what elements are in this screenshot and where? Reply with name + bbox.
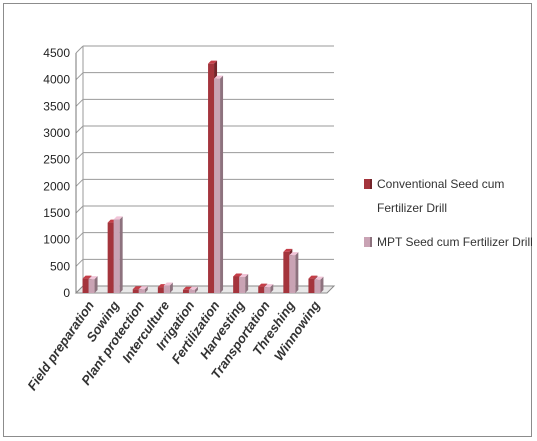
y-tick-label: 500: [50, 259, 70, 273]
legend-swatch: [364, 237, 370, 247]
y-tick-label: 1000: [43, 233, 70, 247]
legend-swatch-side: [370, 237, 372, 247]
bar-front: [289, 255, 296, 293]
bar-top: [233, 273, 243, 277]
bar-top: [258, 283, 268, 287]
bar-layer: [82, 60, 324, 293]
gridline-depth: [75, 178, 84, 187]
gridline-depth: [75, 205, 84, 214]
bar-top: [163, 282, 173, 286]
bar-front: [264, 287, 271, 293]
bar-top: [88, 276, 98, 280]
bar-side: [169, 282, 173, 293]
gridline-depth: [75, 72, 84, 81]
legend-swatch-side: [370, 179, 372, 189]
bar-side: [119, 216, 123, 293]
bar: [289, 252, 299, 293]
bar-front: [214, 78, 221, 293]
gridline-depth: [75, 258, 84, 267]
bar-top: [289, 252, 299, 256]
legend-swatch: [364, 179, 370, 189]
legend-label: Fertilizer Drill: [377, 201, 447, 215]
legend-label: MPT Seed cum Fertilizer Drill: [377, 235, 533, 249]
bar-front: [314, 279, 321, 293]
bar-top: [214, 75, 224, 79]
bar-top: [308, 275, 318, 279]
bar-front: [163, 285, 170, 293]
bar-front: [113, 219, 120, 293]
bar-side: [295, 252, 299, 293]
bar-top: [113, 216, 123, 220]
legend: Conventional Seed cum Fertilizer Drill MPT…: [364, 177, 533, 249]
bar-front: [258, 286, 265, 293]
legend-label: Conventional Seed cum: [377, 177, 504, 191]
bar-top: [138, 286, 148, 290]
bar: [239, 274, 249, 293]
y-tick-label: 3500: [43, 99, 70, 113]
bar: [138, 286, 148, 293]
bar-top: [283, 248, 293, 252]
bar-side: [320, 276, 324, 293]
bar-side: [144, 286, 148, 293]
bar-front: [208, 63, 215, 293]
bar-top: [82, 275, 92, 279]
bar: [163, 282, 173, 293]
bar-top: [239, 274, 249, 277]
gridline-depth: [75, 98, 84, 107]
y-tick-label: 0: [63, 286, 70, 300]
gridline-depth: [75, 125, 84, 134]
y-tick-label: 2000: [43, 179, 70, 193]
bar-top: [314, 276, 324, 280]
y-tick-label: 4000: [43, 73, 70, 87]
bar-front: [182, 289, 189, 293]
legend-entry: Conventional Seed cum Fertilizer Drill: [364, 177, 504, 215]
bar-side: [245, 274, 249, 293]
bar-front: [88, 279, 95, 293]
bar-side: [220, 75, 224, 293]
bar-front: [157, 287, 164, 293]
bar: [314, 276, 324, 293]
bar-side: [94, 276, 98, 293]
bar-front: [138, 289, 145, 293]
gridline-depth: [75, 232, 84, 241]
bar-front: [82, 278, 89, 293]
bar-side: [270, 284, 274, 293]
bar-top: [188, 286, 198, 290]
y-tick-label: 3000: [43, 126, 70, 140]
bar-front: [233, 276, 240, 293]
bar-front: [239, 277, 246, 293]
bar-top: [264, 284, 274, 288]
bar: [88, 276, 98, 293]
gridline-depth: [75, 152, 84, 161]
tick-layer: 0 500 1000 1500 2000 2500 3000 3500 4000 4500: [43, 46, 70, 300]
bar: [188, 286, 198, 293]
chart-frame: 0 500 1000 1500 2000 2500 3000 3500 4000 4500 Fie…: [3, 3, 533, 437]
bar: [113, 216, 123, 293]
bar-side: [194, 286, 198, 293]
bar: [214, 75, 224, 293]
y-tick-label: 4500: [43, 46, 70, 60]
bar: [264, 284, 274, 293]
gridline-depth: [75, 45, 84, 54]
bar-chart: 0 500 1000 1500 2000 2500 3000 3500 4000 4500 Fie…: [24, 45, 533, 393]
y-tick-label: 1500: [43, 206, 70, 220]
bar-front: [283, 251, 290, 293]
legend-entry: MPT Seed cum Fertilizer Drill: [364, 235, 533, 249]
bar-front: [132, 289, 139, 293]
bar-front: [107, 222, 114, 293]
y-tick-label: 2500: [43, 153, 70, 167]
bar-top: [208, 60, 218, 64]
bar-front: [188, 289, 195, 293]
bar-front: [308, 278, 315, 293]
